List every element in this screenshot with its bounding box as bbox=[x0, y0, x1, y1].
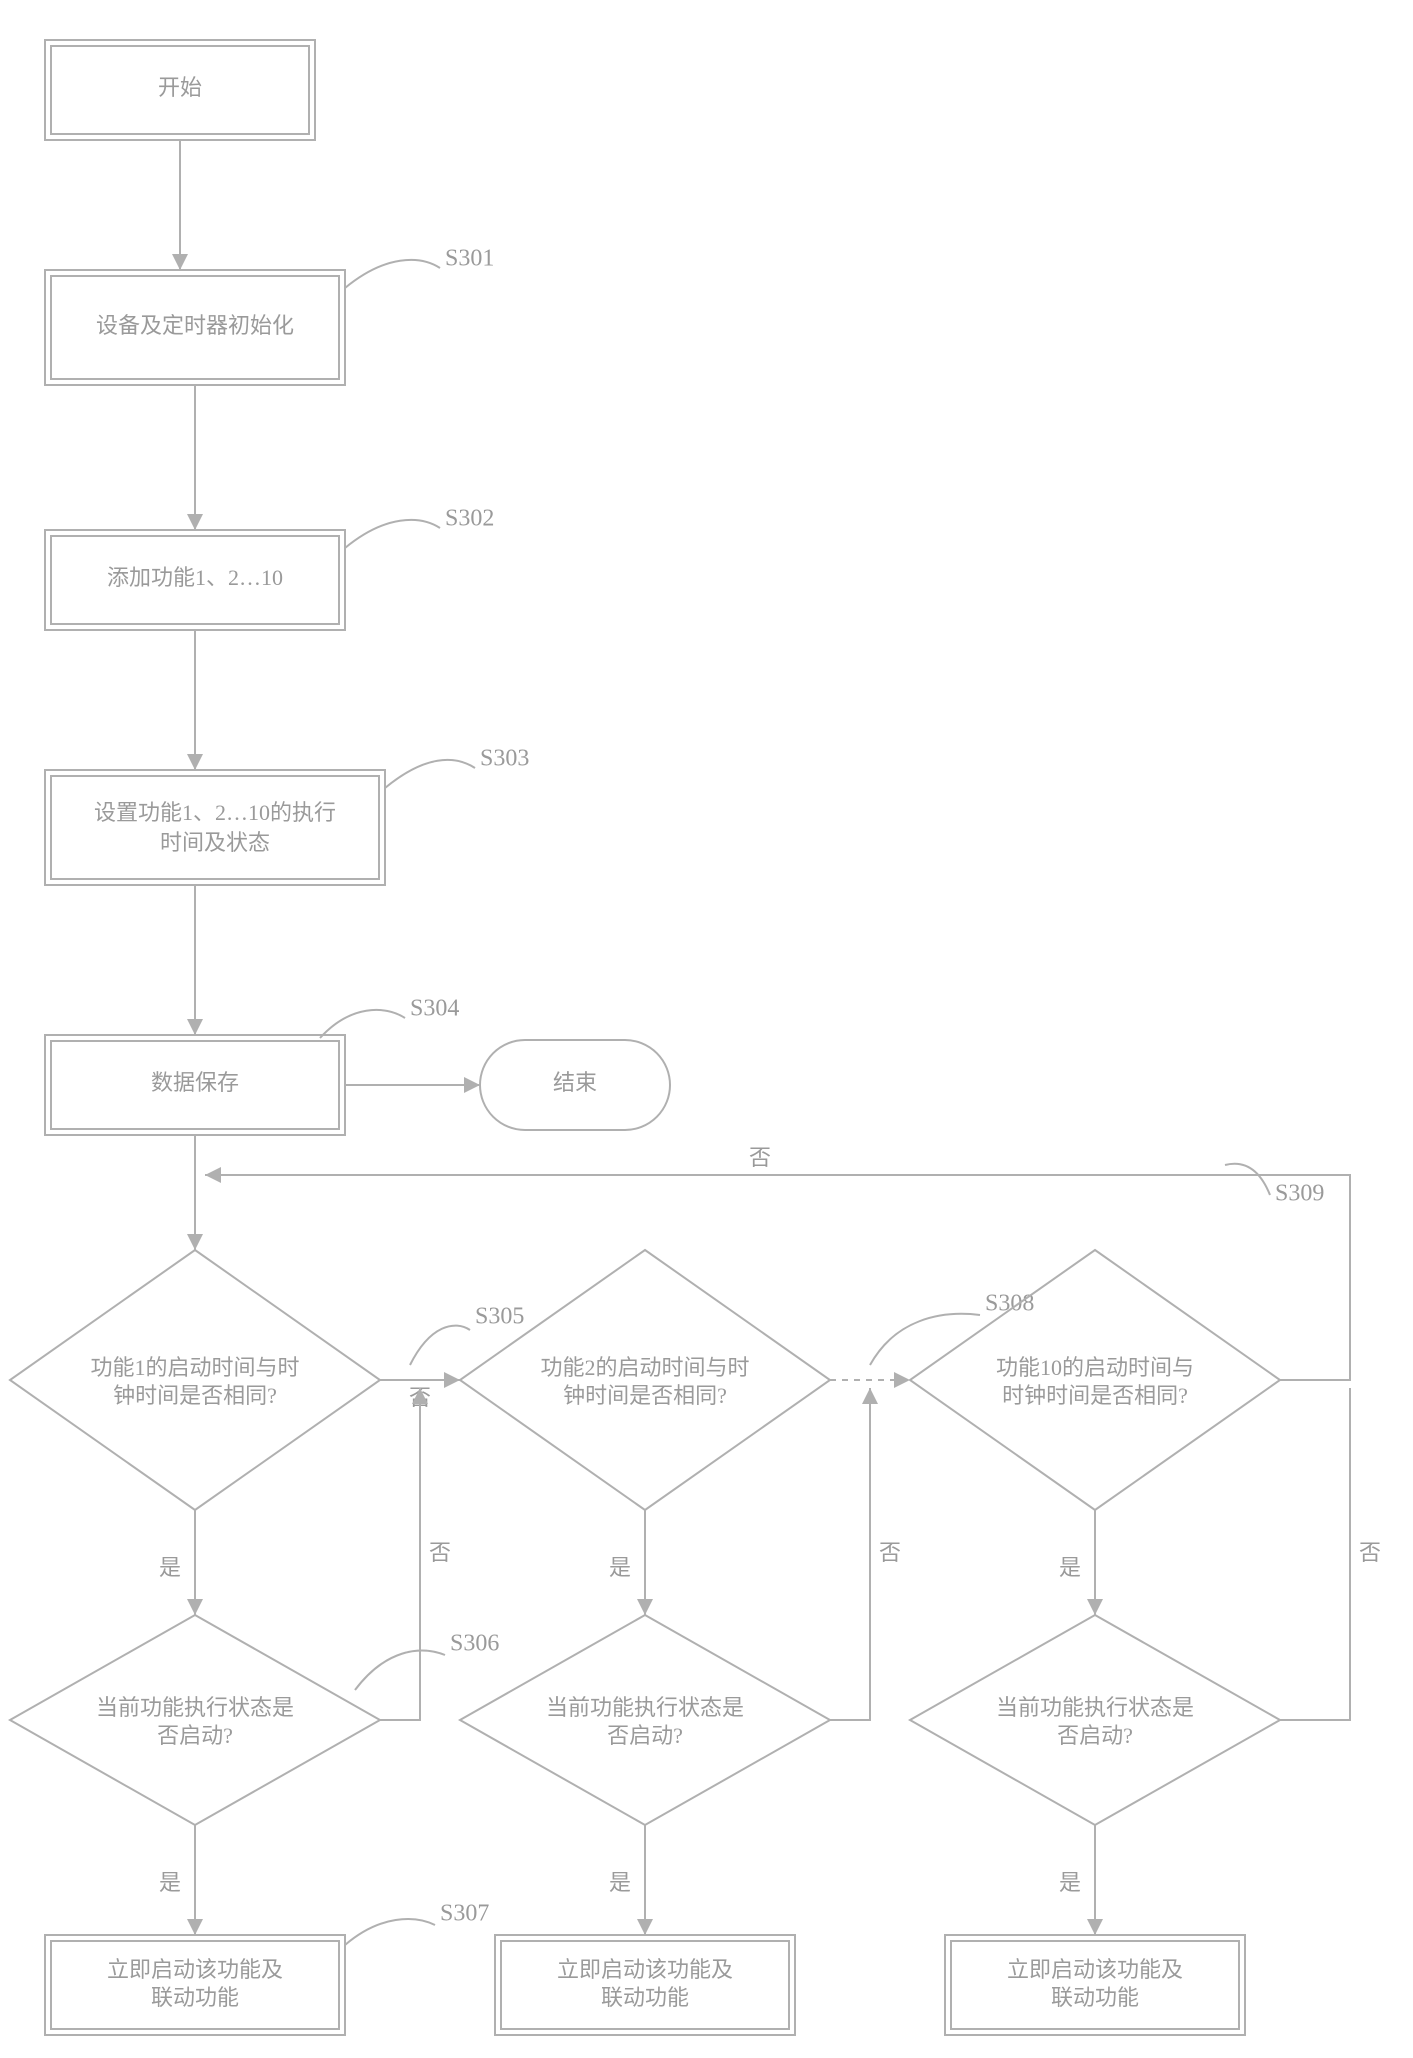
callout-s308 bbox=[870, 1314, 980, 1365]
callout-s307 bbox=[345, 1919, 435, 1945]
callout-s305 bbox=[410, 1326, 470, 1365]
node-s302: 添加功能1、2…10 bbox=[45, 530, 345, 630]
node-s303: 设置功能1、2…10的执行 时间及状态 bbox=[45, 770, 385, 885]
node-d1b: 当前功能执行状态是 否启动? bbox=[10, 1615, 380, 1825]
node-d3a: 功能10的启动时间与 时钟时间是否相同? bbox=[910, 1250, 1280, 1510]
edge-d3b-no bbox=[1280, 1388, 1350, 1720]
s301-text: 设备及定时器初始化 bbox=[96, 313, 294, 338]
a1-text1: 立即启动该功能及 bbox=[107, 1957, 283, 1982]
label-s302: S302 bbox=[445, 506, 494, 532]
edge-d1b-no bbox=[380, 1388, 420, 1720]
a3-text1: 立即启动该功能及 bbox=[1007, 1957, 1183, 1982]
edge-d2b-yes: 是 bbox=[609, 1870, 631, 1895]
callout-s309 bbox=[1225, 1164, 1270, 1195]
node-a2: 立即启动该功能及 联动功能 bbox=[495, 1935, 795, 2035]
label-s308: S308 bbox=[985, 1291, 1034, 1317]
a1-text2: 联动功能 bbox=[151, 1985, 239, 2010]
s304-text: 数据保存 bbox=[151, 1070, 239, 1095]
edge-d3b-yes: 是 bbox=[1059, 1870, 1081, 1895]
s303-text2: 时间及状态 bbox=[160, 830, 270, 855]
d3b-text2: 否启动? bbox=[1057, 1723, 1133, 1748]
label-s303: S303 bbox=[480, 746, 529, 772]
edge-d3a-yes: 是 bbox=[1059, 1555, 1081, 1580]
d1a-text1: 功能1的启动时间与时 bbox=[90, 1355, 299, 1380]
d1a-text2: 钟时间是否相同? bbox=[113, 1383, 277, 1408]
label-s307: S307 bbox=[440, 1901, 489, 1927]
d2b-text2: 否启动? bbox=[607, 1723, 683, 1748]
d1b-text2: 否启动? bbox=[157, 1723, 233, 1748]
node-start: 开始 bbox=[45, 40, 315, 140]
node-a1: 立即启动该功能及 联动功能 bbox=[45, 1935, 345, 2035]
callout-s301 bbox=[345, 260, 440, 288]
label-s309: S309 bbox=[1275, 1181, 1324, 1207]
s303-text1: 设置功能1、2…10的执行 bbox=[94, 800, 336, 825]
label-s305: S305 bbox=[475, 1304, 524, 1330]
d3a-text1: 功能10的启动时间与 bbox=[996, 1355, 1194, 1380]
callout-s306 bbox=[355, 1651, 445, 1690]
a3-text2: 联动功能 bbox=[1051, 1985, 1139, 2010]
node-end: 结束 bbox=[480, 1040, 670, 1130]
callout-s303 bbox=[385, 760, 475, 788]
d3a-text2: 时钟时间是否相同? bbox=[1002, 1383, 1188, 1408]
s302-text: 添加功能1、2…10 bbox=[107, 565, 283, 590]
node-d2a: 功能2的启动时间与时 钟时间是否相同? bbox=[460, 1250, 830, 1510]
node-d1a: 功能1的启动时间与时 钟时间是否相同? bbox=[10, 1250, 380, 1510]
label-s306: S306 bbox=[450, 1631, 499, 1657]
d2a-text2: 钟时间是否相同? bbox=[563, 1383, 727, 1408]
callout-s304 bbox=[320, 1010, 405, 1038]
edge-d2b-no bbox=[830, 1388, 870, 1720]
d2a-text1: 功能2的启动时间与时 bbox=[540, 1355, 749, 1380]
edge-d1a-yes: 是 bbox=[159, 1555, 181, 1580]
end-text: 结束 bbox=[553, 1070, 597, 1095]
d3b-text1: 当前功能执行状态是 bbox=[996, 1695, 1194, 1720]
node-d2b: 当前功能执行状态是 否启动? bbox=[460, 1615, 830, 1825]
d2b-text1: 当前功能执行状态是 bbox=[546, 1695, 744, 1720]
a2-text2: 联动功能 bbox=[601, 1985, 689, 2010]
label-s301: S301 bbox=[445, 246, 494, 272]
d1b-text1: 当前功能执行状态是 bbox=[96, 1695, 294, 1720]
label-s304: S304 bbox=[410, 996, 459, 1022]
node-a3: 立即启动该功能及 联动功能 bbox=[945, 1935, 1245, 2035]
edge-d3b-no-label: 否 bbox=[1359, 1540, 1381, 1565]
node-s301: 设备及定时器初始化 bbox=[45, 270, 345, 385]
node-s304: 数据保存 bbox=[45, 1035, 345, 1135]
node-d3b: 当前功能执行状态是 否启动? bbox=[910, 1615, 1280, 1825]
edge-d2a-yes: 是 bbox=[609, 1555, 631, 1580]
a2-text1: 立即启动该功能及 bbox=[557, 1957, 733, 1982]
edge-s309-loop bbox=[205, 1175, 1350, 1380]
edge-d2b-no-label: 否 bbox=[879, 1540, 901, 1565]
edge-d1b-yes: 是 bbox=[159, 1870, 181, 1895]
edge-d1b-no-label: 否 bbox=[429, 1540, 451, 1565]
callout-s302 bbox=[345, 520, 440, 548]
start-text: 开始 bbox=[158, 75, 202, 100]
edge-s309-no: 否 bbox=[749, 1145, 771, 1170]
